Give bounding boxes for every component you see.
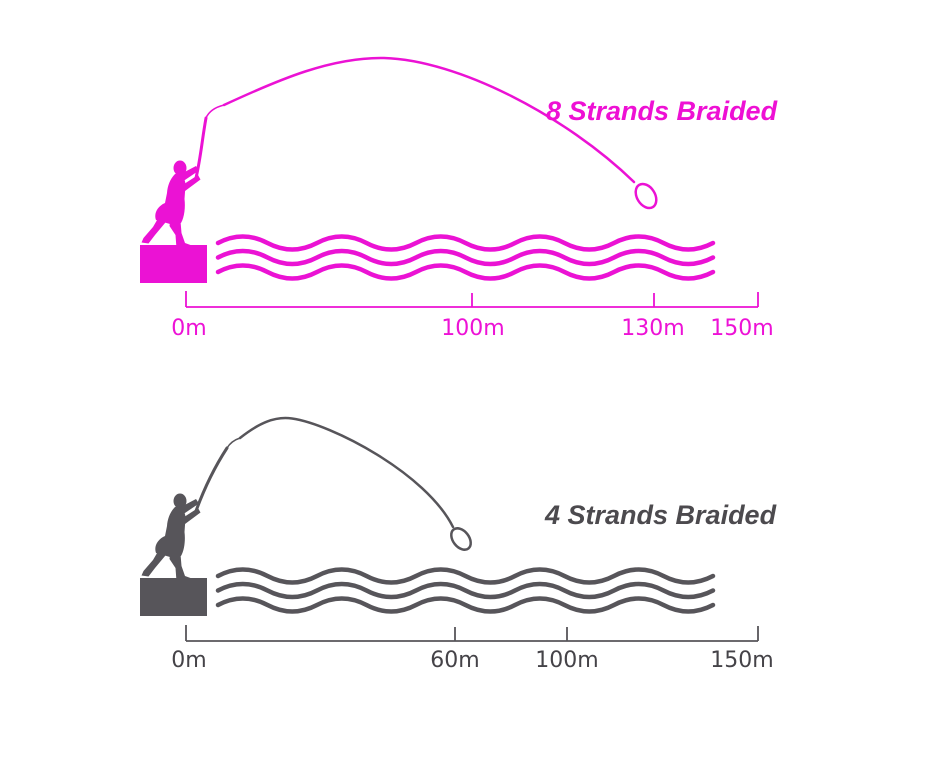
distance-scale-ruler	[185, 291, 759, 308]
tick-label-150m: 150m	[710, 648, 774, 673]
tick-label-100m: 100m	[441, 316, 505, 341]
fisherman-icon	[141, 493, 201, 582]
top-diagram	[140, 56, 759, 308]
tick-label-60m: 60m	[430, 648, 480, 673]
water-wave-icon	[218, 584, 713, 597]
tick-label-150m: 150m	[710, 316, 774, 341]
tick-label-130m: 130m	[621, 316, 685, 341]
bottom-section-title: 4 Strands Braided	[545, 500, 777, 530]
fishing-rod-tip	[226, 437, 241, 449]
fisherman-icon	[141, 160, 201, 249]
water-wave-icon	[218, 570, 713, 583]
tick-label-100m: 100m	[535, 648, 599, 673]
fishing-rod	[194, 116, 208, 180]
water-wave-icon	[218, 599, 713, 612]
fishing-rod	[194, 446, 229, 513]
cast-line-arc	[238, 416, 455, 529]
distance-scale-ruler	[185, 625, 759, 642]
platform	[140, 245, 207, 283]
fishing-rod-tip	[205, 104, 225, 119]
cast-line-arc	[222, 56, 636, 184]
bottom-diagram	[140, 416, 759, 642]
water-wave-icon	[218, 237, 713, 250]
platform	[140, 578, 207, 616]
water-wave-icon	[218, 251, 713, 264]
water-wave-icon	[218, 266, 713, 279]
line-loop-icon	[634, 182, 658, 210]
top-section-title: 8 Strands Braided	[546, 96, 778, 126]
tick-label-0m: 0m	[171, 648, 207, 673]
tick-label-0m: 0m	[171, 316, 207, 341]
line-loop-icon	[450, 527, 472, 551]
